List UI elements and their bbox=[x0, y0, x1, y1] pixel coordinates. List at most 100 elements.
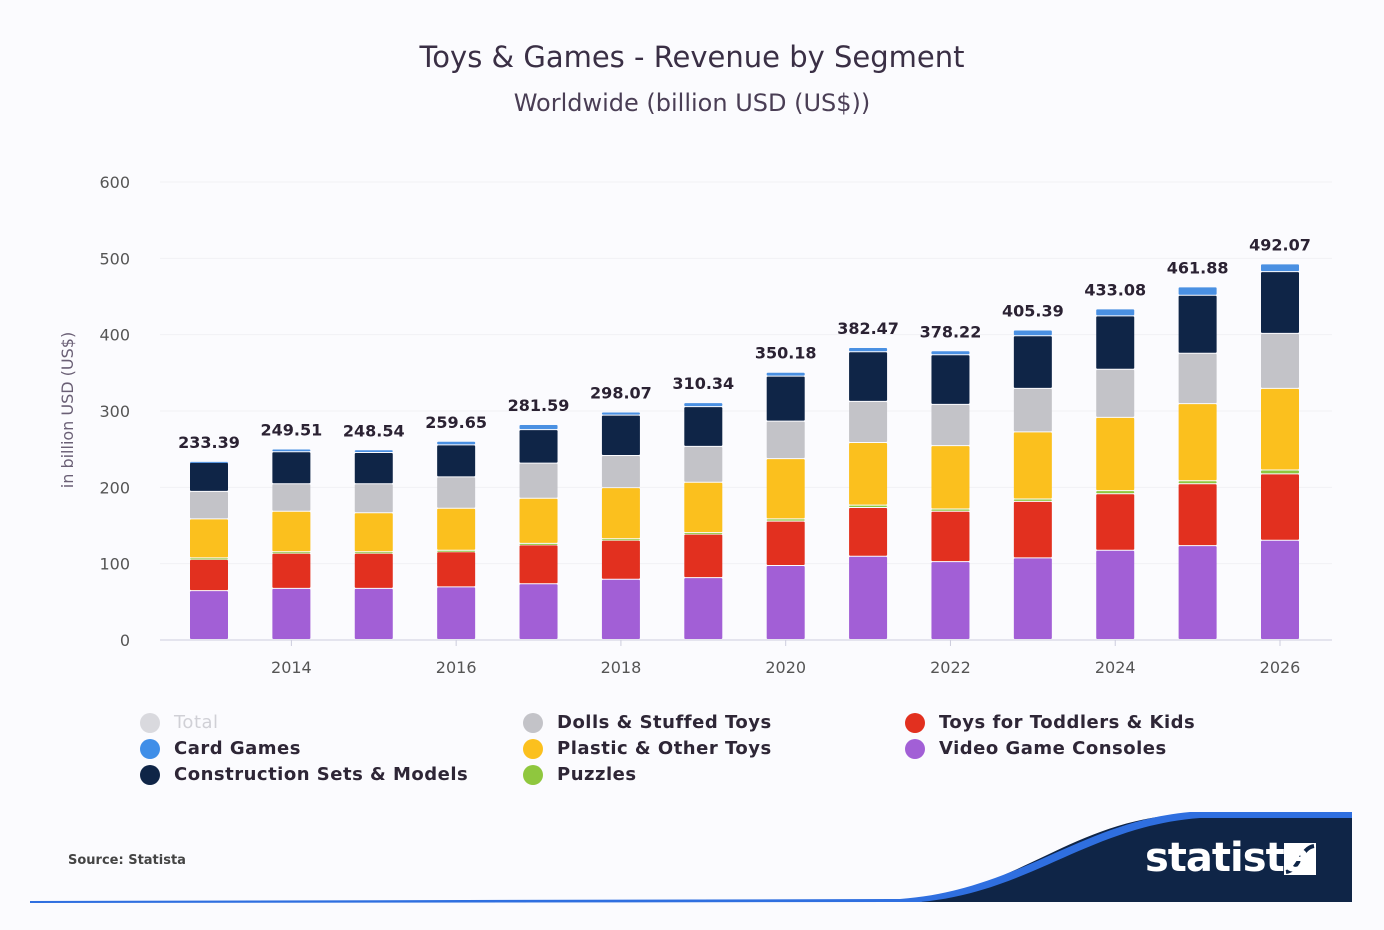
bar-segment-toys-for-toddlers-kids bbox=[519, 545, 558, 584]
bar-segment-video-game-consoles bbox=[354, 588, 393, 639]
x-tick-label: 2026 bbox=[1260, 658, 1301, 677]
bar-segment-plastic-other-toys bbox=[766, 459, 805, 519]
bar-segment-toys-for-toddlers-kids bbox=[1261, 474, 1299, 540]
bar-segment-puzzles bbox=[684, 533, 723, 535]
bar-segment-toys-for-toddlers-kids bbox=[272, 553, 311, 588]
statista-logo-text[interactable]: statista bbox=[1145, 835, 1311, 881]
bar-segment-video-game-consoles bbox=[519, 584, 558, 639]
bar-segment-dolls-stuffed-toys bbox=[1261, 333, 1299, 388]
bar-segment-puzzles bbox=[1178, 481, 1217, 484]
bar-segment-toys-for-toddlers-kids bbox=[1096, 494, 1135, 550]
bar-segment-video-game-consoles bbox=[1013, 558, 1052, 639]
bar-segment-puzzles bbox=[601, 539, 640, 541]
bar-segment-dolls-stuffed-toys bbox=[272, 484, 311, 511]
bar-segment-plastic-other-toys bbox=[684, 482, 723, 533]
legend-item-plastic-other-toys[interactable]: Plastic & Other Toys bbox=[523, 738, 772, 759]
bar-segment-dolls-stuffed-toys bbox=[766, 421, 805, 459]
bar-segment-toys-for-toddlers-kids bbox=[601, 540, 640, 579]
legend-label: Total bbox=[174, 712, 219, 733]
bar-segment-card-games bbox=[1178, 287, 1217, 295]
bar-segment-plastic-other-toys bbox=[190, 519, 228, 558]
bar-segment-construction-sets-models bbox=[849, 352, 888, 401]
bar-segment-card-games bbox=[1096, 309, 1135, 316]
bar-segment-puzzles bbox=[931, 509, 970, 511]
bar-segment-toys-for-toddlers-kids bbox=[849, 507, 888, 556]
bar-segment-plastic-other-toys bbox=[437, 508, 476, 550]
bar-segment-toys-for-toddlers-kids bbox=[1178, 484, 1217, 546]
legend-marker bbox=[523, 738, 543, 759]
bar-segment-dolls-stuffed-toys bbox=[1178, 353, 1217, 404]
bar-segment-construction-sets-models bbox=[1178, 295, 1217, 353]
bar-segment-dolls-stuffed-toys bbox=[1013, 388, 1052, 432]
bar-segment-plastic-other-toys bbox=[519, 498, 558, 543]
legend-marker bbox=[523, 764, 543, 785]
bar-segment-dolls-stuffed-toys bbox=[190, 491, 228, 519]
total-data-label: 405.39 bbox=[1002, 302, 1064, 321]
legend-item-dolls-stuffed-toys[interactable]: Dolls & Stuffed Toys bbox=[523, 712, 772, 733]
x-tick-label: 2022 bbox=[930, 658, 971, 677]
legend-item-video-game-consoles[interactable]: Video Game Consoles bbox=[905, 738, 1167, 759]
bar-segment-card-games bbox=[354, 450, 393, 452]
y-tick-label: 300 bbox=[99, 402, 130, 421]
bar-segment-plastic-other-toys bbox=[931, 446, 970, 509]
total-data-label: 461.88 bbox=[1167, 258, 1229, 277]
source-note: Source: Statista bbox=[68, 853, 186, 868]
bar-segment-dolls-stuffed-toys bbox=[1096, 369, 1135, 417]
legend-item-total[interactable]: Total bbox=[140, 712, 219, 733]
y-tick-label: 400 bbox=[99, 326, 130, 345]
y-tick-label: 600 bbox=[99, 173, 130, 192]
legend-item-construction-sets-models[interactable]: Construction Sets & Models bbox=[140, 764, 468, 785]
total-data-label: 298.07 bbox=[590, 383, 652, 402]
legend-label: Video Game Consoles bbox=[939, 738, 1167, 759]
chart-subtitle: Worldwide (billion USD (US$)) bbox=[513, 89, 871, 117]
bar-segment-dolls-stuffed-toys bbox=[519, 463, 558, 498]
total-data-label: 378.22 bbox=[920, 322, 982, 341]
legend-label: Construction Sets & Models bbox=[174, 764, 469, 785]
bar-segment-video-game-consoles bbox=[684, 578, 723, 639]
legend-label: Puzzles bbox=[557, 764, 637, 785]
bar-segment-card-games bbox=[931, 351, 970, 355]
total-data-label: 281.59 bbox=[508, 396, 570, 415]
legend-item-puzzles[interactable]: Puzzles bbox=[523, 764, 637, 785]
bar-segment-video-game-consoles bbox=[1096, 550, 1135, 639]
bar-segment-puzzles bbox=[354, 552, 393, 554]
y-tick-label: 0 bbox=[120, 631, 130, 650]
bar-segment-card-games bbox=[1013, 330, 1052, 336]
total-data-label: 350.18 bbox=[755, 344, 817, 363]
bar-segment-toys-for-toddlers-kids bbox=[766, 521, 805, 565]
bar-segment-construction-sets-models bbox=[1096, 316, 1135, 369]
total-data-label: 233.39 bbox=[178, 433, 240, 452]
total-data-label: 249.51 bbox=[261, 421, 323, 440]
bar-segment-dolls-stuffed-toys bbox=[849, 401, 888, 443]
bar-segment-card-games bbox=[190, 461, 228, 463]
bar-segment-card-games bbox=[272, 449, 311, 452]
bar-segment-construction-sets-models bbox=[437, 445, 476, 477]
legend-item-card-games[interactable]: Card Games bbox=[140, 738, 301, 759]
bar-segment-video-game-consoles bbox=[766, 565, 805, 639]
bar-segment-construction-sets-models bbox=[931, 355, 970, 404]
bar-segment-video-game-consoles bbox=[272, 588, 311, 639]
legend-marker bbox=[140, 712, 160, 733]
x-tick-label: 2024 bbox=[1095, 658, 1136, 677]
bar-segment-puzzles bbox=[272, 552, 311, 554]
bar-segment-plastic-other-toys bbox=[272, 511, 311, 552]
y-tick-label: 500 bbox=[99, 249, 130, 268]
bar-segment-toys-for-toddlers-kids bbox=[1013, 501, 1052, 558]
bar-segment-video-game-consoles bbox=[601, 579, 640, 639]
legend-marker bbox=[140, 764, 160, 785]
bar-segment-dolls-stuffed-toys bbox=[684, 446, 723, 482]
bar-segment-puzzles bbox=[437, 550, 476, 552]
bar-segment-construction-sets-models bbox=[766, 376, 805, 421]
bar-segment-card-games bbox=[766, 372, 805, 376]
bar-segment-card-games bbox=[849, 348, 888, 352]
bar-segment-video-game-consoles bbox=[1261, 540, 1299, 639]
legend-item-toys-for-toddlers-kids[interactable]: Toys for Toddlers & Kids bbox=[905, 712, 1195, 733]
bar-segment-puzzles bbox=[1096, 491, 1135, 494]
legend-marker bbox=[905, 738, 925, 759]
x-tick-label: 2016 bbox=[436, 658, 477, 677]
bar-segment-dolls-stuffed-toys bbox=[354, 484, 393, 513]
bar-segment-construction-sets-models bbox=[1013, 336, 1052, 388]
bar-segment-plastic-other-toys bbox=[354, 513, 393, 552]
bar-segment-puzzles bbox=[190, 558, 228, 560]
